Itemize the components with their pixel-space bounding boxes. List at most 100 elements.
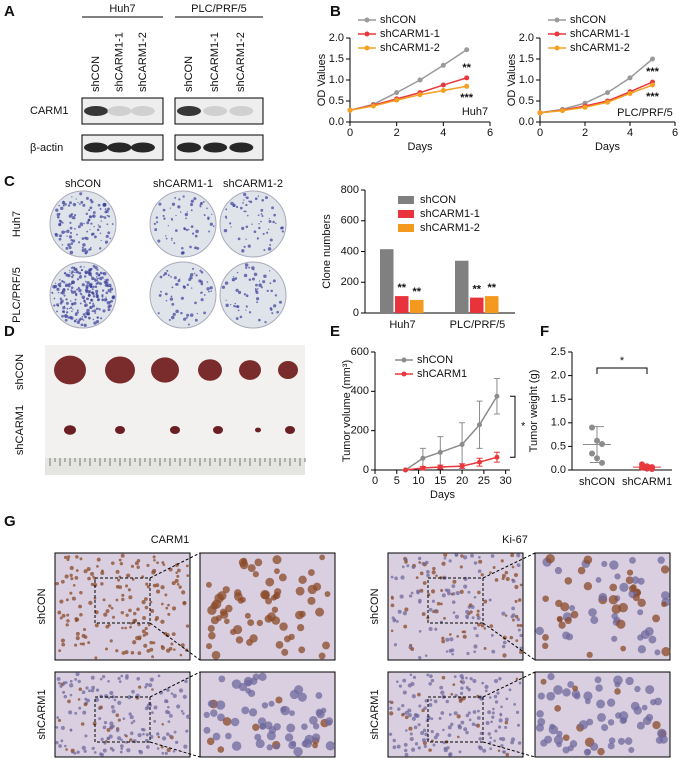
nucleus xyxy=(499,712,502,716)
nucleus xyxy=(401,713,405,717)
nucleus xyxy=(325,741,336,751)
colony xyxy=(102,272,107,276)
colony xyxy=(88,209,91,212)
lane-label: shCARM1-1 xyxy=(209,32,221,92)
colony xyxy=(64,285,67,287)
colony xyxy=(83,222,85,225)
nucleus xyxy=(122,717,126,721)
y-tick-label: 2.0 xyxy=(551,370,566,382)
nucleus xyxy=(94,623,99,628)
nucleus xyxy=(109,721,114,726)
colony xyxy=(98,308,101,311)
colony xyxy=(62,222,64,224)
point xyxy=(437,449,443,455)
legend-swatch xyxy=(398,210,414,218)
ihc-row-label: shCON xyxy=(369,588,381,624)
nucleus xyxy=(81,642,85,646)
nucleus xyxy=(443,748,448,753)
colony xyxy=(167,274,170,277)
nucleus xyxy=(79,613,83,617)
colony xyxy=(65,301,69,305)
nucleus xyxy=(467,711,471,715)
nucleus xyxy=(637,634,644,641)
colony xyxy=(167,225,170,227)
lane-label: shCON xyxy=(183,56,195,92)
nucleus xyxy=(275,696,283,704)
nucleus xyxy=(421,561,426,566)
nucleus xyxy=(465,676,468,680)
y-tick-label: 0.0 xyxy=(519,116,534,128)
nucleus xyxy=(120,553,125,558)
legend-marker xyxy=(554,45,560,51)
nucleus xyxy=(397,609,402,614)
x-tick-label: 15 xyxy=(434,475,446,487)
colony xyxy=(82,243,86,247)
nucleus xyxy=(82,627,87,632)
nucleus xyxy=(542,642,549,650)
nucleus xyxy=(439,685,444,690)
nucleus xyxy=(426,593,431,597)
nucleus xyxy=(450,692,454,696)
nucleus xyxy=(401,565,405,569)
colony xyxy=(71,196,73,198)
colony xyxy=(173,242,176,245)
nucleus xyxy=(454,614,459,619)
nucleus xyxy=(498,718,503,723)
nucleus xyxy=(452,611,456,614)
nucleus xyxy=(395,620,399,623)
nucleus xyxy=(94,610,99,615)
colony xyxy=(185,316,188,319)
nucleus xyxy=(634,685,641,693)
colony xyxy=(270,289,273,293)
y-axis-label: OD Values xyxy=(506,53,518,106)
nucleus xyxy=(206,737,215,746)
colony xyxy=(243,273,248,278)
point xyxy=(589,424,595,431)
nucleus xyxy=(176,704,181,709)
point xyxy=(440,88,446,93)
nucleus xyxy=(61,613,66,618)
x-axis-label: Days xyxy=(595,141,621,153)
colony xyxy=(269,243,272,246)
nucleus xyxy=(118,558,122,562)
nucleus xyxy=(175,740,179,744)
nucleus xyxy=(73,751,77,755)
nucleus xyxy=(62,690,66,694)
nucleus xyxy=(120,744,124,748)
y-tick-label: 0.5 xyxy=(329,95,344,107)
colony xyxy=(178,198,181,201)
colony xyxy=(85,284,89,288)
colony xyxy=(268,219,272,223)
nucleus xyxy=(440,690,445,695)
colony xyxy=(63,281,66,284)
point xyxy=(650,82,655,88)
colony xyxy=(74,269,76,271)
colony xyxy=(62,204,65,207)
colony xyxy=(189,203,194,207)
nucleus xyxy=(121,597,125,602)
colony xyxy=(170,217,173,220)
y-tick-label: 0 xyxy=(363,464,369,476)
colony xyxy=(61,314,64,318)
colony xyxy=(203,311,207,315)
nucleus xyxy=(56,677,61,681)
nucleus xyxy=(562,631,571,640)
colony xyxy=(93,309,97,313)
colony-row-label: PLC/PRF/5 xyxy=(11,267,23,323)
nucleus xyxy=(161,602,164,606)
nucleus xyxy=(295,586,305,596)
colony xyxy=(188,228,190,231)
nucleus xyxy=(402,611,407,616)
y-tick-label: 800 xyxy=(341,184,359,196)
nucleus xyxy=(156,561,159,565)
significance: ** xyxy=(412,286,421,298)
nucleus xyxy=(478,555,481,559)
legend-marker xyxy=(364,17,370,23)
nucleus xyxy=(207,700,216,708)
panel-letter: E xyxy=(330,323,340,340)
nucleus xyxy=(145,682,149,687)
nucleus xyxy=(459,674,464,679)
nucleus xyxy=(265,597,273,605)
nucleus xyxy=(82,710,87,715)
nucleus xyxy=(428,703,433,707)
